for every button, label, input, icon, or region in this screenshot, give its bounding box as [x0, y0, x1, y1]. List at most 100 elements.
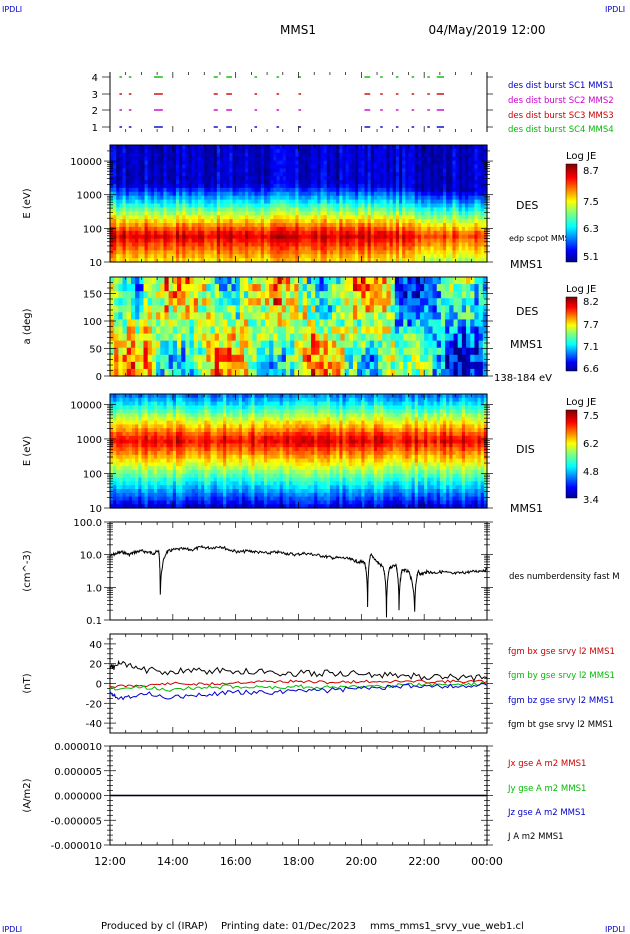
spectrogram-cell: [144, 230, 149, 236]
spectrogram-cell: [430, 246, 435, 251]
spectrogram-cell: [226, 211, 230, 216]
spectrogram-cell: [415, 326, 421, 335]
spectrogram-cell: [260, 168, 265, 173]
spectrogram-cell: [206, 340, 212, 349]
spectrogram-cell: [323, 191, 328, 197]
spectrogram-cell: [311, 191, 315, 197]
spectrogram-cell: [373, 347, 379, 356]
spectrogram-cell: [433, 191, 438, 197]
spectrogram-cell: [386, 312, 392, 321]
spectrogram-cell: [204, 258, 208, 263]
spectrogram-cell: [468, 168, 472, 173]
spectrogram-cell: [138, 258, 143, 263]
spectrogram-cell: [197, 184, 202, 189]
spectrogram-cell: [465, 152, 469, 158]
spectrogram-cell: [238, 238, 243, 244]
spectrogram-cell: [128, 223, 133, 228]
spectrogram-cell: [389, 195, 394, 201]
spectrogram-cell: [336, 152, 340, 158]
spectrogram-cell: [352, 284, 358, 292]
spectrogram-cell: [126, 291, 132, 299]
legend-entry: des dist burst SC4 MMS4: [508, 125, 614, 135]
spectrogram-cell: [373, 242, 378, 247]
spectrogram-cell: [483, 242, 488, 247]
spectrogram-cell: [113, 234, 117, 240]
spectrogram-cell: [169, 207, 174, 212]
spectrogram-cell: [289, 168, 293, 173]
spectrogram-cell: [119, 172, 124, 177]
spectrogram-cell: [358, 148, 362, 154]
spectrogram-cell: [383, 230, 388, 236]
spectrogram-cell: [446, 180, 450, 185]
spectrogram-cell: [336, 238, 340, 244]
spectrogram-cell: [323, 347, 329, 356]
spectrogram-cell: [235, 203, 240, 208]
spectrogram-cell: [403, 361, 409, 370]
spectrogram-cell: [436, 246, 441, 251]
spectrogram-cell: [119, 180, 124, 185]
spectrogram-cell: [427, 246, 432, 251]
spectrogram-cell: [204, 148, 208, 154]
spectrogram-cell: [395, 172, 400, 177]
spectrogram-cell: [229, 242, 234, 247]
spectrogram-cell: [436, 354, 442, 363]
spectrogram-cell: [415, 347, 421, 356]
spectrogram-cell: [461, 238, 466, 244]
spectrogram-cell: [285, 156, 290, 162]
spectrogram-cell: [351, 254, 356, 259]
spectrogram-cell: [407, 305, 413, 313]
spectrogram-cell: [430, 207, 435, 212]
spectrogram-cell: [357, 361, 362, 370]
spectrogram-cell: [191, 203, 196, 208]
spectrogram-cell: [289, 258, 293, 263]
spectrogram-cell: [336, 277, 341, 285]
spectrogram-cell: [213, 254, 218, 259]
spectrogram-cell: [342, 215, 347, 220]
spectrogram-cell: [188, 246, 193, 251]
spectrogram-cell: [399, 361, 404, 370]
spectrogram-cell: [254, 164, 259, 169]
spectrogram-cell: [342, 203, 347, 208]
spectrogram-cell: [373, 258, 378, 263]
spectrogram-cell: [377, 238, 381, 244]
spectrogram-cell: [427, 168, 432, 173]
spectrogram-cell: [428, 305, 434, 313]
spectrogram-cell: [194, 156, 199, 162]
spectrogram-cell: [153, 258, 158, 263]
spectrogram-cell: [276, 242, 281, 247]
spectrogram-cell: [235, 191, 240, 197]
spectrogram-cell: [144, 242, 149, 247]
spectrogram-cell: [125, 207, 130, 212]
spectrogram-cell: [163, 172, 168, 177]
spectrogram-cell: [292, 246, 296, 251]
spectrogram-cell: [417, 156, 422, 162]
spectrogram-cell: [128, 242, 133, 247]
spectrogram-cell: [216, 184, 221, 189]
spectrogram-cell: [248, 152, 252, 158]
spectrogram-cell: [141, 176, 146, 181]
spectrogram-cell: [392, 203, 397, 208]
spectrogram-cell: [128, 191, 133, 197]
spectrogram-cell: [110, 215, 114, 220]
spectrogram-cell: [245, 238, 249, 244]
spectrogram-cell: [304, 160, 309, 166]
spectrogram-cell: [226, 203, 230, 208]
spectrogram-cell: [449, 219, 454, 224]
spectrogram-cell: [201, 215, 205, 220]
spectrogram-cell: [414, 187, 419, 193]
spectrogram-cell: [194, 203, 199, 208]
spectrogram-cell: [277, 312, 283, 321]
spectrogram-cell: [323, 305, 329, 313]
spectrogram-cell: [352, 305, 358, 313]
spectrogram-cell: [415, 284, 421, 292]
spectrogram-cell: [248, 148, 252, 154]
spectrogram-cell: [405, 164, 410, 169]
spectrogram-cell: [289, 187, 293, 193]
spectrogram-cell: [223, 156, 227, 162]
spectrogram-cell: [468, 184, 472, 189]
spectrogram-cell: [210, 277, 216, 285]
spectrogram-cell: [378, 326, 383, 335]
spectrogram-cell: [128, 246, 133, 251]
spectrogram-cell: [477, 246, 482, 251]
spectrogram-cell: [307, 258, 312, 263]
